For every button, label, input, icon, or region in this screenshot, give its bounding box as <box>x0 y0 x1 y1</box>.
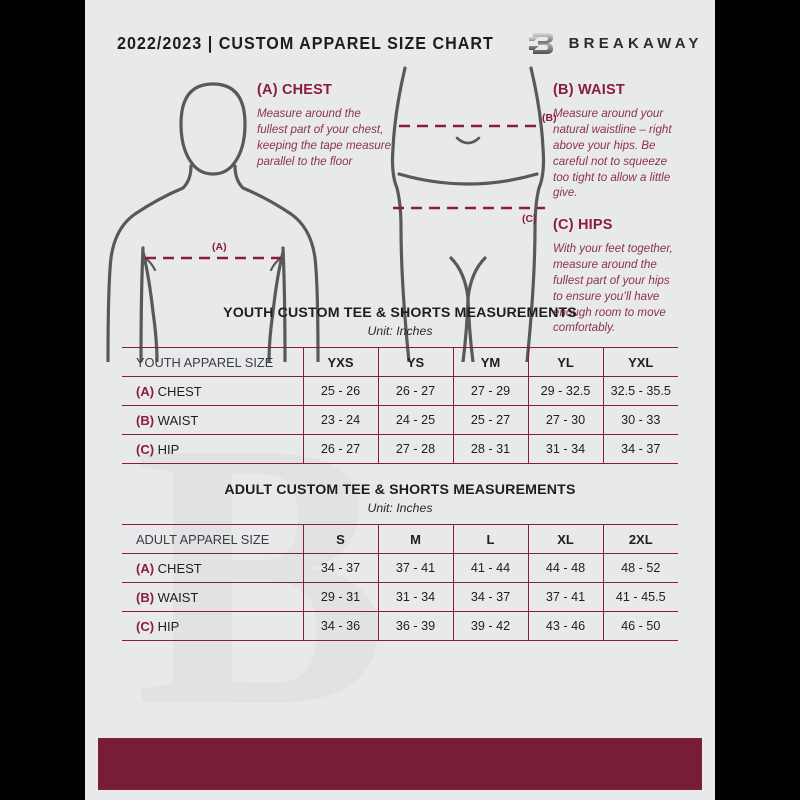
adult-row-label-0: (A) CHEST <box>122 553 304 583</box>
adult-cell-2-1: 36 - 39 <box>378 611 454 641</box>
adult-row-header: ADULT APPAREL SIZE <box>122 524 304 554</box>
table-row: (C) HIP 26 - 27 27 - 28 28 - 31 31 - 34 … <box>122 434 678 464</box>
adult-cell-2-2: 39 - 42 <box>453 611 529 641</box>
adult-row-name-2: HIP <box>157 618 180 634</box>
adult-cell-2-3: 43 - 46 <box>528 611 604 641</box>
adult-cell-0-4: 48 - 52 <box>603 553 678 583</box>
adult-row-label-2: (C) HIP <box>122 611 304 641</box>
adult-size-col-4: 2XL <box>603 524 678 554</box>
youth-row-label-0: (A) CHEST <box>122 376 304 406</box>
adult-size-col-2: L <box>453 524 529 554</box>
adult-cell-1-4: 41 - 45.5 <box>603 582 678 612</box>
table-row: (A) CHEST 34 - 37 37 - 41 41 - 44 44 - 4… <box>122 553 678 583</box>
brand-name: BREAKAWAY <box>568 34 703 52</box>
page-header: 2022/2023 | CUSTOM APPAREL SIZE CHART <box>85 26 715 60</box>
size-chart-page: B 2022/2023 | CUSTOM APPAREL SIZE CHART <box>85 0 715 800</box>
adult-cell-1-0: 29 - 31 <box>303 582 379 612</box>
table-row: (B) WAIST 29 - 31 31 - 34 34 - 37 37 - 4… <box>122 582 678 612</box>
adult-row-tag-2: (C) <box>136 618 155 634</box>
adult-row-name-1: WAIST <box>157 589 199 605</box>
brand-lockup: BREAKAWAY <box>527 28 703 58</box>
youth-cell-2-2: 28 - 31 <box>453 434 529 464</box>
youth-cell-1-4: 30 - 33 <box>603 405 678 435</box>
chest-description-block: (A) CHEST Measure around the fullest par… <box>257 82 393 170</box>
adult-cell-0-0: 34 - 37 <box>303 553 379 583</box>
youth-cell-0-4: 32.5 - 35.5 <box>603 376 678 406</box>
youth-cell-2-4: 34 - 37 <box>603 434 678 464</box>
youth-size-col-0: YXS <box>303 347 379 377</box>
waist-description-block: (B) WAIST Measure around your natural wa… <box>553 82 681 201</box>
hips-heading: (C) HIPS <box>553 217 613 233</box>
adult-cell-1-2: 34 - 37 <box>453 582 529 612</box>
adult-cell-0-2: 41 - 44 <box>453 553 529 583</box>
youth-size-table-section: YOUTH CUSTOM TEE & SHORTS MEASUREMENTS U… <box>85 305 715 464</box>
adult-cell-2-4: 46 - 50 <box>603 611 678 641</box>
youth-row-name-1: WAIST <box>157 412 199 428</box>
youth-row-tag-2: (C) <box>136 441 155 457</box>
youth-size-table: YOUTH APPAREL SIZE YXS YS YM YL YXL (A) … <box>122 347 678 464</box>
adult-cell-0-1: 37 - 41 <box>378 553 454 583</box>
waist-body-text: Measure around your natural waistline – … <box>553 107 672 200</box>
youth-size-col-3: YL <box>528 347 604 377</box>
youth-cell-2-3: 31 - 34 <box>528 434 604 464</box>
adult-cell-2-0: 34 - 36 <box>303 611 379 641</box>
youth-row-name-2: HIP <box>157 441 180 457</box>
adult-row-tag-1: (B) <box>136 589 155 605</box>
youth-cell-0-3: 29 - 32.5 <box>528 376 604 406</box>
measurement-illustrations: (A) (B) (C) (A) CHEST Measure around the… <box>85 62 715 362</box>
hips-body-text: With your feet together, measure around … <box>553 242 673 335</box>
hips-description-block: (C) HIPS With your feet together, measur… <box>553 217 681 336</box>
footer-bar <box>98 738 702 790</box>
adult-row-label-1: (B) WAIST <box>122 582 304 612</box>
adult-size-col-1: M <box>378 524 454 554</box>
table-header-row: YOUTH APPAREL SIZE YXS YS YM YL YXL <box>122 347 678 377</box>
youth-cell-1-0: 23 - 24 <box>303 405 379 435</box>
youth-row-tag-0: (A) <box>136 383 155 399</box>
table-row: (C) HIP 34 - 36 36 - 39 39 - 42 43 - 46 … <box>122 611 678 641</box>
table-row: (B) WAIST 23 - 24 24 - 25 25 - 27 27 - 3… <box>122 405 678 435</box>
youth-cell-1-3: 27 - 30 <box>528 405 604 435</box>
youth-row-name-0: CHEST <box>157 383 202 399</box>
waist-heading: (B) WAIST <box>553 82 625 98</box>
adult-table-unit: Unit: Inches <box>367 501 433 515</box>
chest-heading: (A) CHEST <box>257 82 333 98</box>
adult-row-name-0: CHEST <box>157 560 202 576</box>
adult-cell-1-1: 31 - 34 <box>378 582 454 612</box>
table-header-row: ADULT APPAREL SIZE S M L XL 2XL <box>122 524 678 554</box>
youth-size-col-1: YS <box>378 347 454 377</box>
waist-diagram-label: (B) <box>542 112 557 124</box>
breakaway-b-logo-icon <box>527 28 557 58</box>
youth-row-header: YOUTH APPAREL SIZE <box>122 347 304 377</box>
adult-size-col-3: XL <box>528 524 604 554</box>
youth-cell-0-1: 26 - 27 <box>378 376 454 406</box>
chest-diagram-label: (A) <box>212 241 227 253</box>
youth-row-label-2: (C) HIP <box>122 434 304 464</box>
youth-cell-0-0: 25 - 26 <box>303 376 379 406</box>
youth-row-tag-1: (B) <box>136 412 155 428</box>
adult-size-col-0: S <box>303 524 379 554</box>
youth-row-label-1: (B) WAIST <box>122 405 304 435</box>
adult-row-tag-0: (A) <box>136 560 155 576</box>
lower-body-illustration <box>390 66 546 362</box>
chest-body-text: Measure around the fullest part of your … <box>257 107 392 168</box>
adult-size-table-section: ADULT CUSTOM TEE & SHORTS MEASUREMENTS U… <box>85 482 715 641</box>
youth-cell-1-2: 25 - 27 <box>453 405 529 435</box>
youth-cell-2-0: 26 - 27 <box>303 434 379 464</box>
youth-size-col-2: YM <box>453 347 529 377</box>
adult-size-table: ADULT APPAREL SIZE S M L XL 2XL (A) CHES… <box>122 524 678 641</box>
upper-body-illustration <box>106 82 320 362</box>
youth-cell-0-2: 27 - 29 <box>453 376 529 406</box>
youth-table-title: YOUTH CUSTOM TEE & SHORTS MEASUREMENTS <box>223 305 577 321</box>
table-row: (A) CHEST 25 - 26 26 - 27 27 - 29 29 - 3… <box>122 376 678 406</box>
adult-cell-1-3: 37 - 41 <box>528 582 604 612</box>
youth-cell-2-1: 27 - 28 <box>378 434 454 464</box>
adult-table-title: ADULT CUSTOM TEE & SHORTS MEASUREMENTS <box>224 482 576 498</box>
page-title: 2022/2023 | CUSTOM APPAREL SIZE CHART <box>117 32 494 53</box>
youth-table-unit: Unit: Inches <box>367 324 433 338</box>
adult-cell-0-3: 44 - 48 <box>528 553 604 583</box>
youth-size-col-4: YXL <box>603 347 678 377</box>
youth-cell-1-1: 24 - 25 <box>378 405 454 435</box>
hips-diagram-label: (C) <box>522 213 537 225</box>
